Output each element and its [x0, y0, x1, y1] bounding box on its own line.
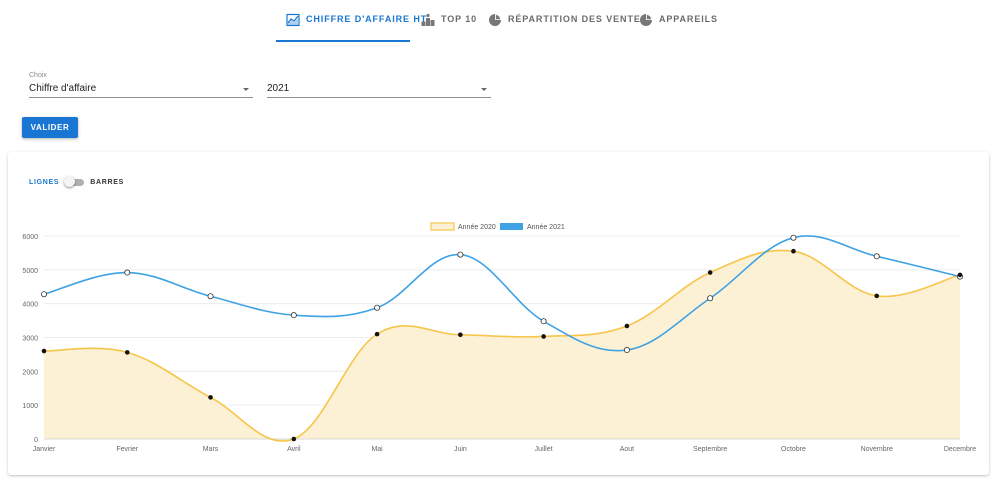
legend-swatch-2021[interactable] [500, 223, 523, 230]
y-tick-label: 2000 [22, 369, 38, 376]
series-2020-point[interactable] [707, 270, 713, 275]
tab-repartition-ventes[interactable]: RÉPARTITION DES VENTES [488, 14, 648, 44]
series-2020-point[interactable] [957, 272, 963, 278]
chart-type-toggle: LIGNES BARRES [29, 176, 125, 187]
tab-label: APPAREILS [659, 14, 718, 24]
series-2020-point[interactable] [41, 348, 47, 354]
select-underline [267, 97, 491, 98]
series-2020-point[interactable] [291, 436, 297, 442]
x-tick-label: Septembre [693, 446, 727, 453]
series-2020-area [44, 250, 960, 442]
series-2021-point[interactable] [873, 253, 880, 260]
x-tick-label: Aout [620, 446, 634, 453]
x-tick-label: Avril [287, 446, 301, 453]
series-2020-point[interactable] [374, 331, 380, 337]
series-2021-point[interactable] [707, 295, 714, 302]
tab-appareils[interactable]: APPAREILS [639, 14, 718, 44]
y-tick-label: 0 [34, 437, 38, 444]
x-tick-label: Decembre [944, 446, 976, 453]
year-value: 2021 [267, 83, 290, 94]
choice-value: Chiffre d'affaire [29, 83, 97, 94]
select-underline [29, 97, 253, 98]
series-2021-point[interactable] [790, 234, 797, 241]
legend-swatch-2020[interactable] [430, 222, 455, 231]
line-chart: 0 1000 2000 3000 4000 5000 6000 Janvier Fevrier M… [22, 222, 976, 453]
podium-icon [421, 13, 435, 26]
x-tick-label: Juin [454, 446, 467, 453]
tab-top-10[interactable]: TOP 10 [421, 13, 478, 44]
toggle-label-barres[interactable]: BARRES [90, 178, 125, 186]
x-tick-label: Novembre [861, 446, 893, 453]
series-2021-point[interactable] [290, 312, 297, 319]
series-2020-point[interactable] [874, 293, 880, 299]
series-2021-point[interactable] [457, 251, 464, 258]
x-tick-label: Janvier [33, 446, 56, 453]
x-tick-label: Fevrier [116, 446, 138, 453]
series-2020-point[interactable] [124, 350, 130, 355]
y-tick-label: 1000 [22, 403, 38, 410]
x-tick-label: Mars [203, 446, 219, 453]
valider-button[interactable]: VALIDER [22, 117, 78, 138]
chevron-down-icon [481, 88, 487, 91]
choice-select[interactable]: Choix Chiffre d'affaire [29, 72, 253, 98]
pie-chart-icon [489, 14, 501, 26]
active-tab-indicator [276, 40, 410, 42]
series-2020-point[interactable] [541, 334, 546, 339]
area-chart-icon [286, 13, 300, 27]
y-tick-label: 6000 [22, 234, 38, 241]
series-2020-point[interactable] [791, 248, 796, 254]
series-2020-point[interactable] [208, 395, 213, 400]
y-tick-label: 4000 [22, 302, 38, 309]
switch-track [66, 179, 85, 186]
switch-thumb [64, 176, 76, 187]
tab-label: TOP 10 [441, 14, 478, 24]
series-2020-point[interactable] [458, 332, 463, 338]
series-2021-point[interactable] [374, 304, 381, 311]
tab-label: RÉPARTITION DES VENTES [508, 14, 648, 24]
series-2021-point[interactable] [41, 291, 48, 298]
tab-chiffre-affaire[interactable]: CHIFFRE D'AFFAIRE HT [286, 13, 428, 44]
toggle-switch[interactable] [64, 176, 85, 187]
y-tick-label: 5000 [22, 268, 38, 275]
year-select[interactable]: 2021 [267, 72, 491, 98]
x-tick-label: Juillet [535, 446, 553, 453]
y-tick-label: 3000 [22, 336, 38, 343]
x-tick-label: Mai [371, 446, 383, 453]
series-2021-point[interactable] [124, 269, 131, 276]
legend-label-2020[interactable]: Année 2020 [458, 224, 496, 231]
series-2021-line [43, 235, 961, 352]
choice-label: Choix [29, 72, 47, 79]
toggle-label-lignes[interactable]: LIGNES [29, 178, 60, 186]
x-tick-label: Octobre [781, 446, 806, 453]
series-2021-point[interactable] [207, 293, 214, 300]
chevron-down-icon [243, 88, 249, 91]
tab-bar: CHIFFRE D'AFFAIRE HT TOP 10 RÉPARTITION … [0, 0, 1000, 44]
pie-chart-icon [640, 14, 652, 26]
tab-label: CHIFFRE D'AFFAIRE HT [306, 14, 428, 24]
series-2021-point[interactable] [623, 347, 630, 354]
series-2021-point[interactable] [540, 318, 547, 325]
chart-card: LIGNES BARRES 0 1000 2000 3000 4000 5000 6000 J… [8, 152, 989, 475]
series-2020-point[interactable] [624, 323, 630, 329]
legend-label-2021[interactable]: Année 2021 [527, 224, 565, 231]
